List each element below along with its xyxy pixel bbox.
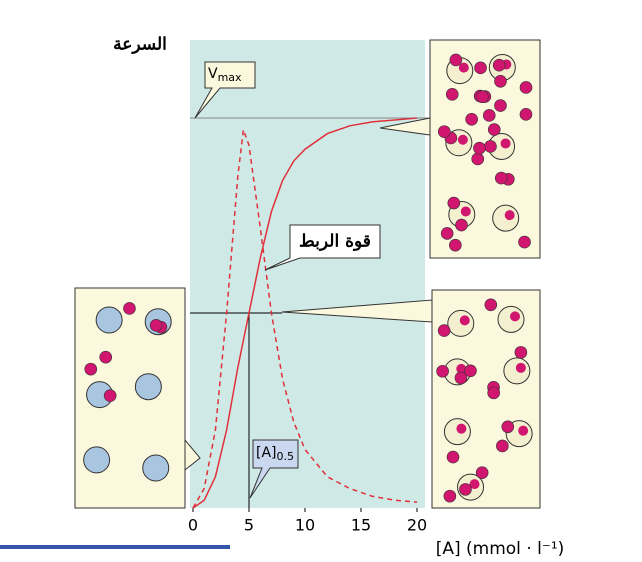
bound-ligand <box>458 135 468 145</box>
ligand <box>473 142 485 154</box>
label-sub: 0.5 <box>277 450 295 463</box>
ligand <box>520 81 532 93</box>
ligand <box>472 153 484 165</box>
bound-ligand <box>510 311 520 321</box>
ligand <box>449 239 461 251</box>
binding-label: قوة الربط <box>299 232 371 252</box>
ligand <box>520 108 532 120</box>
ligand <box>150 319 162 331</box>
bound-ligand <box>460 315 470 325</box>
x-tick-label: 0 <box>188 516 198 535</box>
chart: 0 5 10 15 20 Vmax قوة الربط [A]0.5 السرعة [A] (… <box>0 0 642 562</box>
ligand <box>455 372 467 384</box>
bound-ligand <box>516 363 526 373</box>
ligand <box>444 490 456 502</box>
x-tick-label: 15 <box>351 516 371 535</box>
ligand <box>455 219 467 231</box>
bound-ligand <box>505 210 515 220</box>
ligand <box>494 100 506 112</box>
ligand <box>450 54 462 66</box>
x-tick-label: 20 <box>407 516 427 535</box>
decor-bar <box>0 545 230 549</box>
ligand <box>495 172 507 184</box>
ligand <box>459 483 471 495</box>
ligand <box>447 451 459 463</box>
ligand <box>466 113 478 125</box>
ligand <box>475 62 487 74</box>
bound-ligand <box>461 206 471 216</box>
bound-ligand <box>456 424 466 434</box>
ligand <box>485 299 497 311</box>
ligand <box>446 88 458 100</box>
ligand <box>515 346 527 358</box>
x-tick-label: 10 <box>295 516 315 535</box>
ligand <box>123 302 135 314</box>
bound-ligand <box>501 138 511 148</box>
label-sub: max <box>218 71 242 84</box>
enzyme <box>135 374 161 400</box>
ligand <box>448 197 460 209</box>
label-main: [A] <box>256 445 277 461</box>
ligand <box>496 440 508 452</box>
ligand <box>438 325 450 337</box>
ligand <box>100 351 112 363</box>
ligand <box>488 124 500 136</box>
enzyme <box>143 455 169 481</box>
ligand <box>494 75 506 87</box>
ligand <box>438 126 450 138</box>
x-axis-label: [A] (mmol · l⁻¹) <box>436 539 565 559</box>
ligand <box>484 140 496 152</box>
enzyme <box>84 447 110 473</box>
ligand <box>483 109 495 121</box>
ligand <box>441 227 453 239</box>
label-main: V <box>208 66 218 82</box>
ligand <box>476 467 488 479</box>
enzyme <box>96 307 122 333</box>
ligand <box>85 363 97 375</box>
bound-ligand <box>518 426 528 436</box>
ligand <box>437 365 449 377</box>
ligand <box>493 59 505 71</box>
y-axis-label: السرعة <box>113 35 167 55</box>
ligand <box>476 91 488 103</box>
ligand <box>519 236 531 248</box>
ligand <box>104 390 116 402</box>
ligand <box>488 387 500 399</box>
x-tick-label: 5 <box>244 516 254 535</box>
ligand <box>502 421 514 433</box>
